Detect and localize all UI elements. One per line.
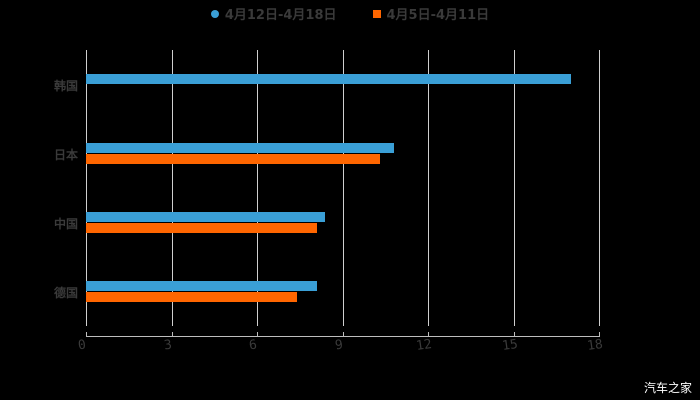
x-tick: [428, 332, 429, 337]
gridline: [514, 50, 515, 326]
legend-item-series-1[interactable]: 4月12日-4月18日: [210, 4, 337, 23]
x-tick-label: 15: [501, 336, 519, 355]
bar[interactable]: [86, 222, 317, 233]
category-label: 德国: [53, 285, 78, 300]
category-label: 中国: [53, 216, 78, 231]
x-tick-label: 0: [77, 337, 87, 354]
legend-item-series-2[interactable]: 4月5日-4月11日: [372, 4, 490, 23]
gridline: [428, 50, 429, 326]
plot-area: [86, 50, 600, 326]
x-tick-label: 12: [415, 336, 433, 355]
x-tick: [257, 332, 258, 337]
legend-label: 4月12日-4月18日: [224, 8, 337, 23]
x-tick-label: 9: [334, 337, 344, 354]
gridline: [257, 50, 258, 326]
circle-marker-icon: [210, 9, 219, 18]
bar[interactable]: [86, 142, 394, 153]
bar[interactable]: [86, 153, 380, 164]
bar[interactable]: [86, 211, 326, 222]
x-tick-label: 3: [163, 337, 173, 354]
x-tick: [86, 332, 87, 337]
x-tick-label: 6: [248, 337, 258, 354]
bar[interactable]: [86, 280, 317, 291]
x-tick: [172, 332, 173, 337]
chart-legend: 4月12日-4月18日 4月5日-4月11日: [0, 4, 700, 23]
legend-label: 4月5日-4月11日: [386, 8, 490, 23]
watermark: 汽车之家: [643, 381, 692, 395]
gridline: [343, 50, 344, 326]
x-tick-label: 18: [586, 336, 604, 355]
square-marker-icon: [372, 9, 381, 18]
x-tick: [343, 332, 344, 337]
gridline: [599, 50, 600, 326]
gridline: [172, 50, 173, 326]
category-label: 韩国: [53, 78, 78, 93]
x-tick: [599, 332, 600, 337]
gridline: [86, 50, 87, 326]
x-axis: [86, 332, 600, 337]
bar[interactable]: [86, 73, 571, 84]
x-tick: [514, 332, 515, 337]
category-label: 日本: [53, 147, 78, 162]
bar[interactable]: [86, 291, 297, 302]
